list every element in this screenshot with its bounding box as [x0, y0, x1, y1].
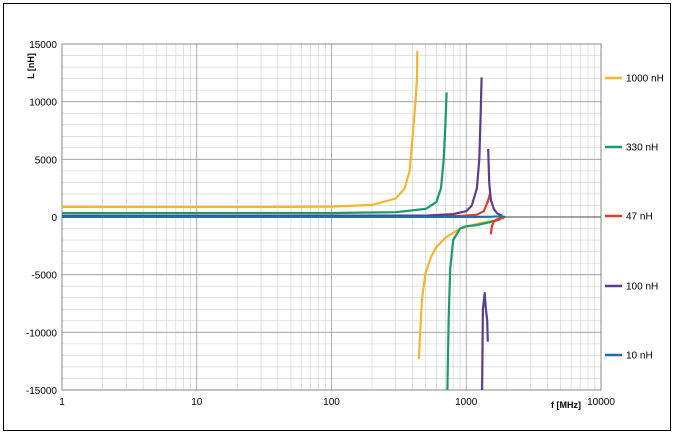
y-tick-label: -15000 — [26, 386, 58, 397]
x-axis-label: f [MHz] — [551, 400, 581, 410]
legend: 1000 nH 330 nH 47 nH 100 nH 10 nH — [605, 74, 664, 362]
legend-label: 47 nH — [626, 212, 653, 223]
y-tick-label: -10000 — [26, 328, 58, 339]
y-tick-label: 15000 — [29, 40, 57, 51]
y-tick-label: 10000 — [29, 98, 57, 109]
x-tick-label: 100 — [323, 397, 340, 408]
series-line-1000-nh-seg-1 — [417, 217, 505, 359]
y-axis-label: L [nH] — [26, 53, 36, 79]
y-tick-label: -5000 — [31, 271, 57, 282]
series-line-330-nh-seg-1 — [446, 218, 501, 391]
series-line-100-nh-seg-0 — [61, 77, 483, 217]
series-line-100-nh-seg-2 — [487, 148, 503, 217]
legend-label: 10 nH — [626, 351, 653, 362]
y-tick-label: 0 — [51, 213, 57, 224]
x-tick-label: 10 — [191, 397, 203, 408]
series-line-100-nh-seg-1 — [481, 292, 489, 391]
x-tick-label: 1000 — [455, 397, 478, 408]
legend-label: 1000 nH — [626, 74, 664, 85]
series-line-10-nh-seg-0 — [62, 215, 506, 219]
x-tick-label: 10000 — [587, 397, 615, 408]
series-line-47-nh-seg-1 — [489, 216, 505, 235]
legend-label: 330 nH — [626, 143, 658, 154]
y-tick-label: 5000 — [35, 155, 58, 166]
x-tick-label: 1 — [59, 397, 65, 408]
series-line-330-nh-seg-0 — [61, 92, 448, 215]
series-line-1000-nh-seg-0 — [61, 50, 419, 209]
legend-label: 100 nH — [626, 282, 658, 293]
